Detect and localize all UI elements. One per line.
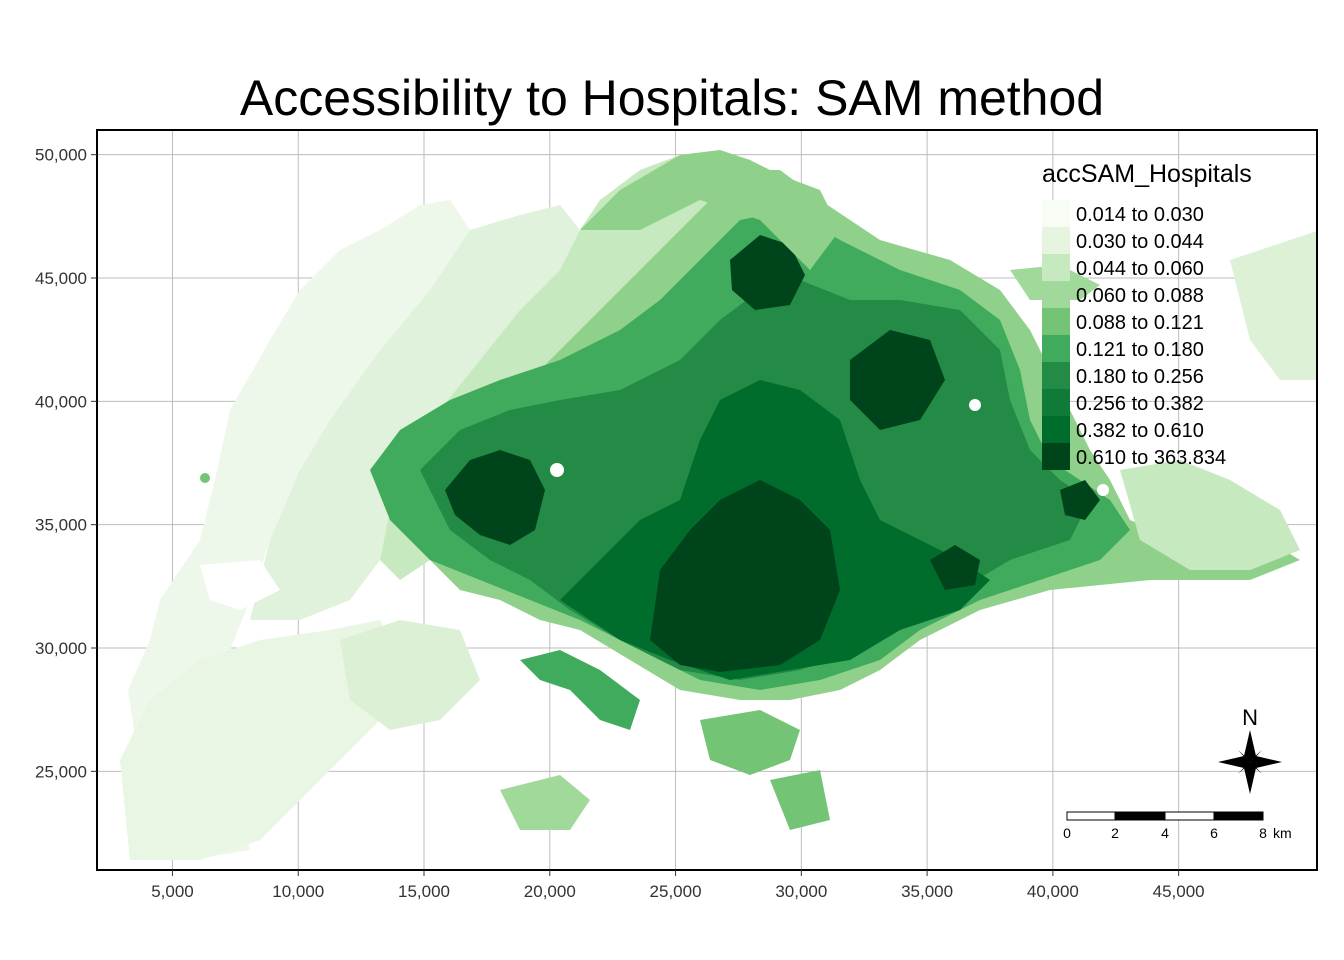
region-south-piers	[520, 650, 640, 730]
scale-tick-label: 2	[1111, 825, 1119, 841]
legend-swatch	[1042, 362, 1070, 389]
x-tick-label: 45,000	[1153, 882, 1205, 901]
x-tick-label: 20,000	[524, 882, 576, 901]
legend-label: 0.088 to 0.121	[1076, 312, 1204, 334]
y-tick-label: 25,000	[35, 762, 87, 781]
scale-segment	[1114, 811, 1166, 821]
north-label: N	[1242, 705, 1258, 730]
region-west-light	[250, 205, 580, 620]
y-axis: 50,000 45,000 40,000 35,000 30,000 25,000	[35, 146, 97, 781]
region-east-island	[1230, 231, 1317, 380]
legend-label: 0.180 to 0.256	[1076, 366, 1204, 388]
region-south-islet	[770, 770, 830, 830]
legend-swatch	[1042, 416, 1070, 443]
north-arrow-icon: N	[1218, 705, 1282, 794]
map-title: Accessibility to Hospitals: SAM method	[239, 70, 1105, 126]
region-south-island	[500, 775, 590, 830]
region-ne-hotspot	[850, 330, 945, 430]
legend-label: 0.060 to 0.088	[1076, 285, 1204, 307]
scale-tick-label: 6	[1210, 825, 1218, 841]
panel-border	[96, 129, 1318, 871]
scale-segment	[1164, 811, 1215, 821]
region-west-hotspot	[445, 450, 545, 545]
small-islet	[200, 473, 210, 483]
legend: accSAM_Hospitals 0.014 to 0.030 0.030 to …	[1042, 160, 1252, 470]
scale-segment	[1066, 811, 1116, 821]
scale-bar: 0 2 4 6 8 km	[1063, 811, 1292, 841]
legend-label: 0.014 to 0.030	[1076, 204, 1204, 226]
legend-swatch	[1042, 281, 1070, 308]
choropleth-map	[120, 150, 1317, 860]
legend-items: 0.014 to 0.030 0.030 to 0.044 0.044 to 0.0…	[1042, 200, 1226, 470]
legend-label: 0.121 to 0.180	[1076, 339, 1204, 361]
region-east-hotspot	[1060, 480, 1100, 520]
y-tick-label: 35,000	[35, 516, 87, 535]
legend-label: 0.044 to 0.060	[1076, 258, 1204, 280]
legend-swatch	[1042, 389, 1070, 416]
legend-swatch	[1042, 254, 1070, 281]
x-tick-label: 15,000	[398, 882, 450, 901]
legend-title: accSAM_Hospitals	[1042, 160, 1252, 188]
x-tick-label: 25,000	[650, 882, 702, 901]
y-tick-label: 30,000	[35, 639, 87, 658]
region-north-coast	[580, 150, 840, 270]
region-sentosa	[700, 710, 800, 775]
legend-label: 0.382 to 0.610	[1076, 420, 1204, 442]
x-tick-label: 30,000	[775, 882, 827, 901]
water-patch	[550, 463, 564, 477]
water-strait	[200, 560, 280, 610]
water-patch	[1097, 484, 1109, 496]
scale-tick-label: 0	[1063, 825, 1071, 841]
region-sw-islands	[120, 620, 400, 860]
x-axis: 5,000 10,000 15,000 20,000 25,000 30,000 35,00…	[151, 870, 1205, 901]
region-sw-island-2	[340, 620, 480, 730]
legend-swatch	[1042, 200, 1070, 227]
scale-tick-label: 4	[1161, 825, 1169, 841]
x-tick-label: 35,000	[901, 882, 953, 901]
x-tick-label: 10,000	[272, 882, 324, 901]
x-tick-label: 40,000	[1027, 882, 1079, 901]
legend-label: 0.610 to 363.834	[1076, 447, 1226, 469]
legend-label: 0.030 to 0.044	[1076, 231, 1204, 253]
scale-segment	[1213, 811, 1264, 821]
x-tick-label: 5,000	[151, 882, 194, 901]
region-north-hotspot	[730, 235, 805, 310]
legend-swatch	[1042, 335, 1070, 362]
region-east-light	[1120, 460, 1300, 570]
legend-swatch	[1042, 227, 1070, 254]
y-tick-label: 50,000	[35, 146, 87, 165]
y-tick-label: 45,000	[35, 269, 87, 288]
water-patch	[969, 399, 981, 411]
legend-swatch	[1042, 443, 1070, 470]
legend-label: 0.256 to 0.382	[1076, 393, 1204, 415]
region-west-mid-light	[380, 150, 740, 580]
region-se-hotspot	[930, 545, 980, 590]
y-tick-label: 40,000	[35, 392, 87, 411]
region-core-darkest	[650, 480, 840, 672]
legend-swatch	[1042, 308, 1070, 335]
scale-unit: km	[1273, 825, 1292, 841]
scale-tick-label: 8	[1259, 825, 1267, 841]
